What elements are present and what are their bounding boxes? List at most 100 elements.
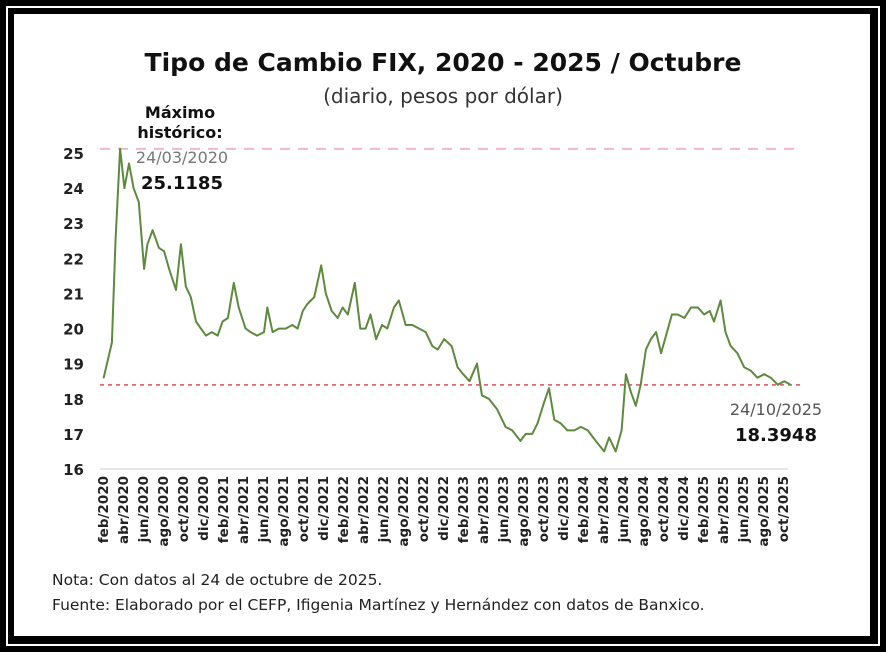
data-point [418, 327, 420, 330]
source-text: Fuente: Elaborado por el CEFP, Ifigenia … [52, 596, 705, 614]
data-point [330, 310, 333, 312]
x-tick-label: ago/2024 [636, 476, 652, 547]
data-point [397, 299, 400, 302]
data-point [175, 289, 177, 291]
data-point [189, 296, 192, 298]
data-point [302, 310, 304, 312]
x-tick-label: dic/2023 [556, 476, 572, 541]
data-point [393, 306, 395, 309]
data-point [560, 422, 562, 425]
data-point [756, 376, 759, 379]
data-point [496, 408, 498, 411]
data-point [639, 383, 642, 386]
y-tick-label: 21 [63, 285, 84, 303]
data-point [284, 327, 287, 330]
data-point [729, 345, 732, 347]
data-point [168, 268, 170, 270]
data-point [634, 405, 637, 407]
max-date: 24/03/2020 [135, 148, 229, 167]
data-point [660, 352, 662, 354]
data-point [320, 264, 323, 267]
data-point [119, 148, 121, 150]
data-point [111, 341, 113, 344]
data-point [341, 306, 344, 309]
data-point [381, 324, 383, 326]
data-point [102, 376, 105, 379]
y-tick-label: 16 [63, 461, 84, 479]
outer-frame [6, 6, 880, 646]
data-point [743, 366, 746, 368]
last-value: 18.3948 [735, 425, 817, 446]
data-point [580, 426, 582, 428]
x-tick-label: abr/2022 [356, 476, 372, 544]
max-label-line2: histórico: [137, 123, 223, 142]
data-point [185, 285, 187, 288]
data-point [353, 282, 356, 284]
y-tick-label: 22 [63, 250, 84, 268]
y-tick-label: 20 [63, 321, 84, 339]
data-point [468, 380, 471, 383]
data-point [138, 201, 140, 203]
data-point [776, 383, 779, 386]
data-point [128, 162, 130, 165]
data-point [630, 390, 632, 393]
data-point [620, 429, 623, 432]
data-point [650, 338, 652, 340]
data-point [313, 296, 316, 298]
data-point [450, 345, 453, 347]
x-tick-label: oct/2023 [536, 476, 552, 542]
data-point [364, 327, 367, 330]
data-point [278, 327, 280, 330]
data-point [566, 429, 569, 432]
data-point [347, 313, 349, 316]
data-point [625, 373, 627, 376]
data-point [703, 313, 705, 316]
data-point [713, 320, 715, 323]
data-point [531, 433, 534, 435]
y-tick-label: 17 [63, 426, 84, 444]
x-tick-label: jun/2025 [736, 476, 752, 543]
x-tick-label: abr/2021 [236, 476, 252, 544]
data-point [736, 352, 739, 354]
data-point [462, 373, 465, 376]
x-tick-label: ago/2022 [396, 476, 412, 547]
data-point [719, 299, 722, 302]
x-tick-label: oct/2025 [776, 476, 792, 542]
data-point [749, 369, 752, 372]
data-point [227, 317, 229, 319]
x-tick-label: feb/2020 [96, 476, 112, 543]
data-point [336, 317, 339, 319]
data-point [770, 376, 772, 379]
y-tick-label: 25 [63, 145, 84, 163]
x-tick-label: ago/2020 [156, 476, 172, 547]
data-point [237, 306, 240, 309]
data-point [216, 334, 219, 337]
data-point [504, 426, 507, 428]
data-point [132, 187, 135, 189]
x-tick-label: jun/2024 [616, 476, 632, 543]
data-point [263, 331, 265, 333]
x-tick-label: feb/2024 [576, 476, 592, 543]
x-tick-label: oct/2024 [656, 476, 672, 542]
x-tick-label: abr/2025 [716, 476, 732, 544]
data-point [543, 401, 545, 404]
data-point [256, 334, 258, 337]
data-point [608, 436, 610, 439]
exchange-rate-line [102, 147, 792, 453]
x-tick-label: feb/2023 [456, 476, 472, 543]
data-point [677, 313, 679, 316]
y-tick-label: 24 [63, 180, 84, 198]
x-tick-label: dic/2021 [316, 476, 332, 541]
data-point [195, 320, 197, 323]
data-point [146, 243, 149, 246]
data-point [210, 331, 213, 333]
data-point [481, 394, 483, 397]
data-point [291, 324, 294, 326]
data-point [404, 324, 407, 326]
data-point [143, 268, 145, 270]
max-label: Máximo histórico: [120, 103, 240, 143]
data-point [431, 345, 434, 347]
data-point [306, 303, 309, 305]
y-tick-label: 23 [63, 215, 84, 233]
